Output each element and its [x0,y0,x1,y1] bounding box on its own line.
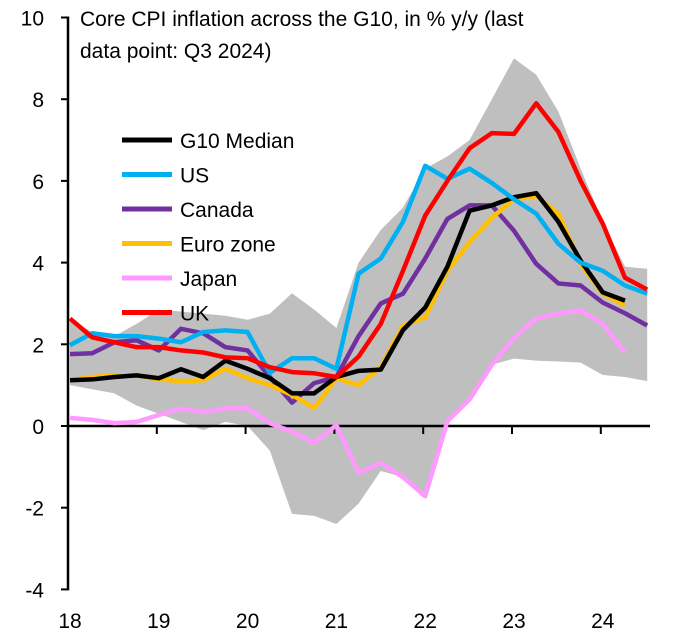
y-tick-label: -2 [25,498,44,521]
y-tick-label: 8 [32,89,44,112]
legend-label: US [180,165,209,188]
x-tick-label: 20 [236,610,259,633]
x-tick-label: 23 [502,610,525,633]
legend-label: Japan [180,268,237,291]
series-line-japan [69,308,627,499]
min-max-range-band [70,58,648,525]
chart-title-line-2: data point: Q3 2024) [80,40,271,63]
legend-label: Canada [180,199,254,222]
x-tick-label: 21 [325,610,348,633]
y-tick-label: 0 [32,416,44,439]
x-tick-label: 19 [147,610,170,633]
legend-label: Euro zone [180,234,276,257]
x-tick-label: 18 [58,610,81,633]
x-tick-label: 24 [591,610,615,633]
legend-label: UK [180,303,209,326]
series-line-uk [68,101,649,380]
y-tick-label: 10 [21,8,44,31]
series-line-g10-median [69,190,626,396]
series-line-euro-zone [69,193,627,411]
y-tick-label: 4 [32,253,44,276]
series-line-canada [69,203,649,405]
series-line-us [68,163,648,376]
chart-title-line-1: Core CPI inflation across the G10, in % … [80,8,524,31]
y-tick-label: 6 [32,171,44,194]
x-tick-label: 22 [414,610,437,633]
y-tick-label: -4 [25,579,44,602]
legend-label: G10 Median [180,130,294,153]
y-tick-label: 2 [32,334,44,357]
